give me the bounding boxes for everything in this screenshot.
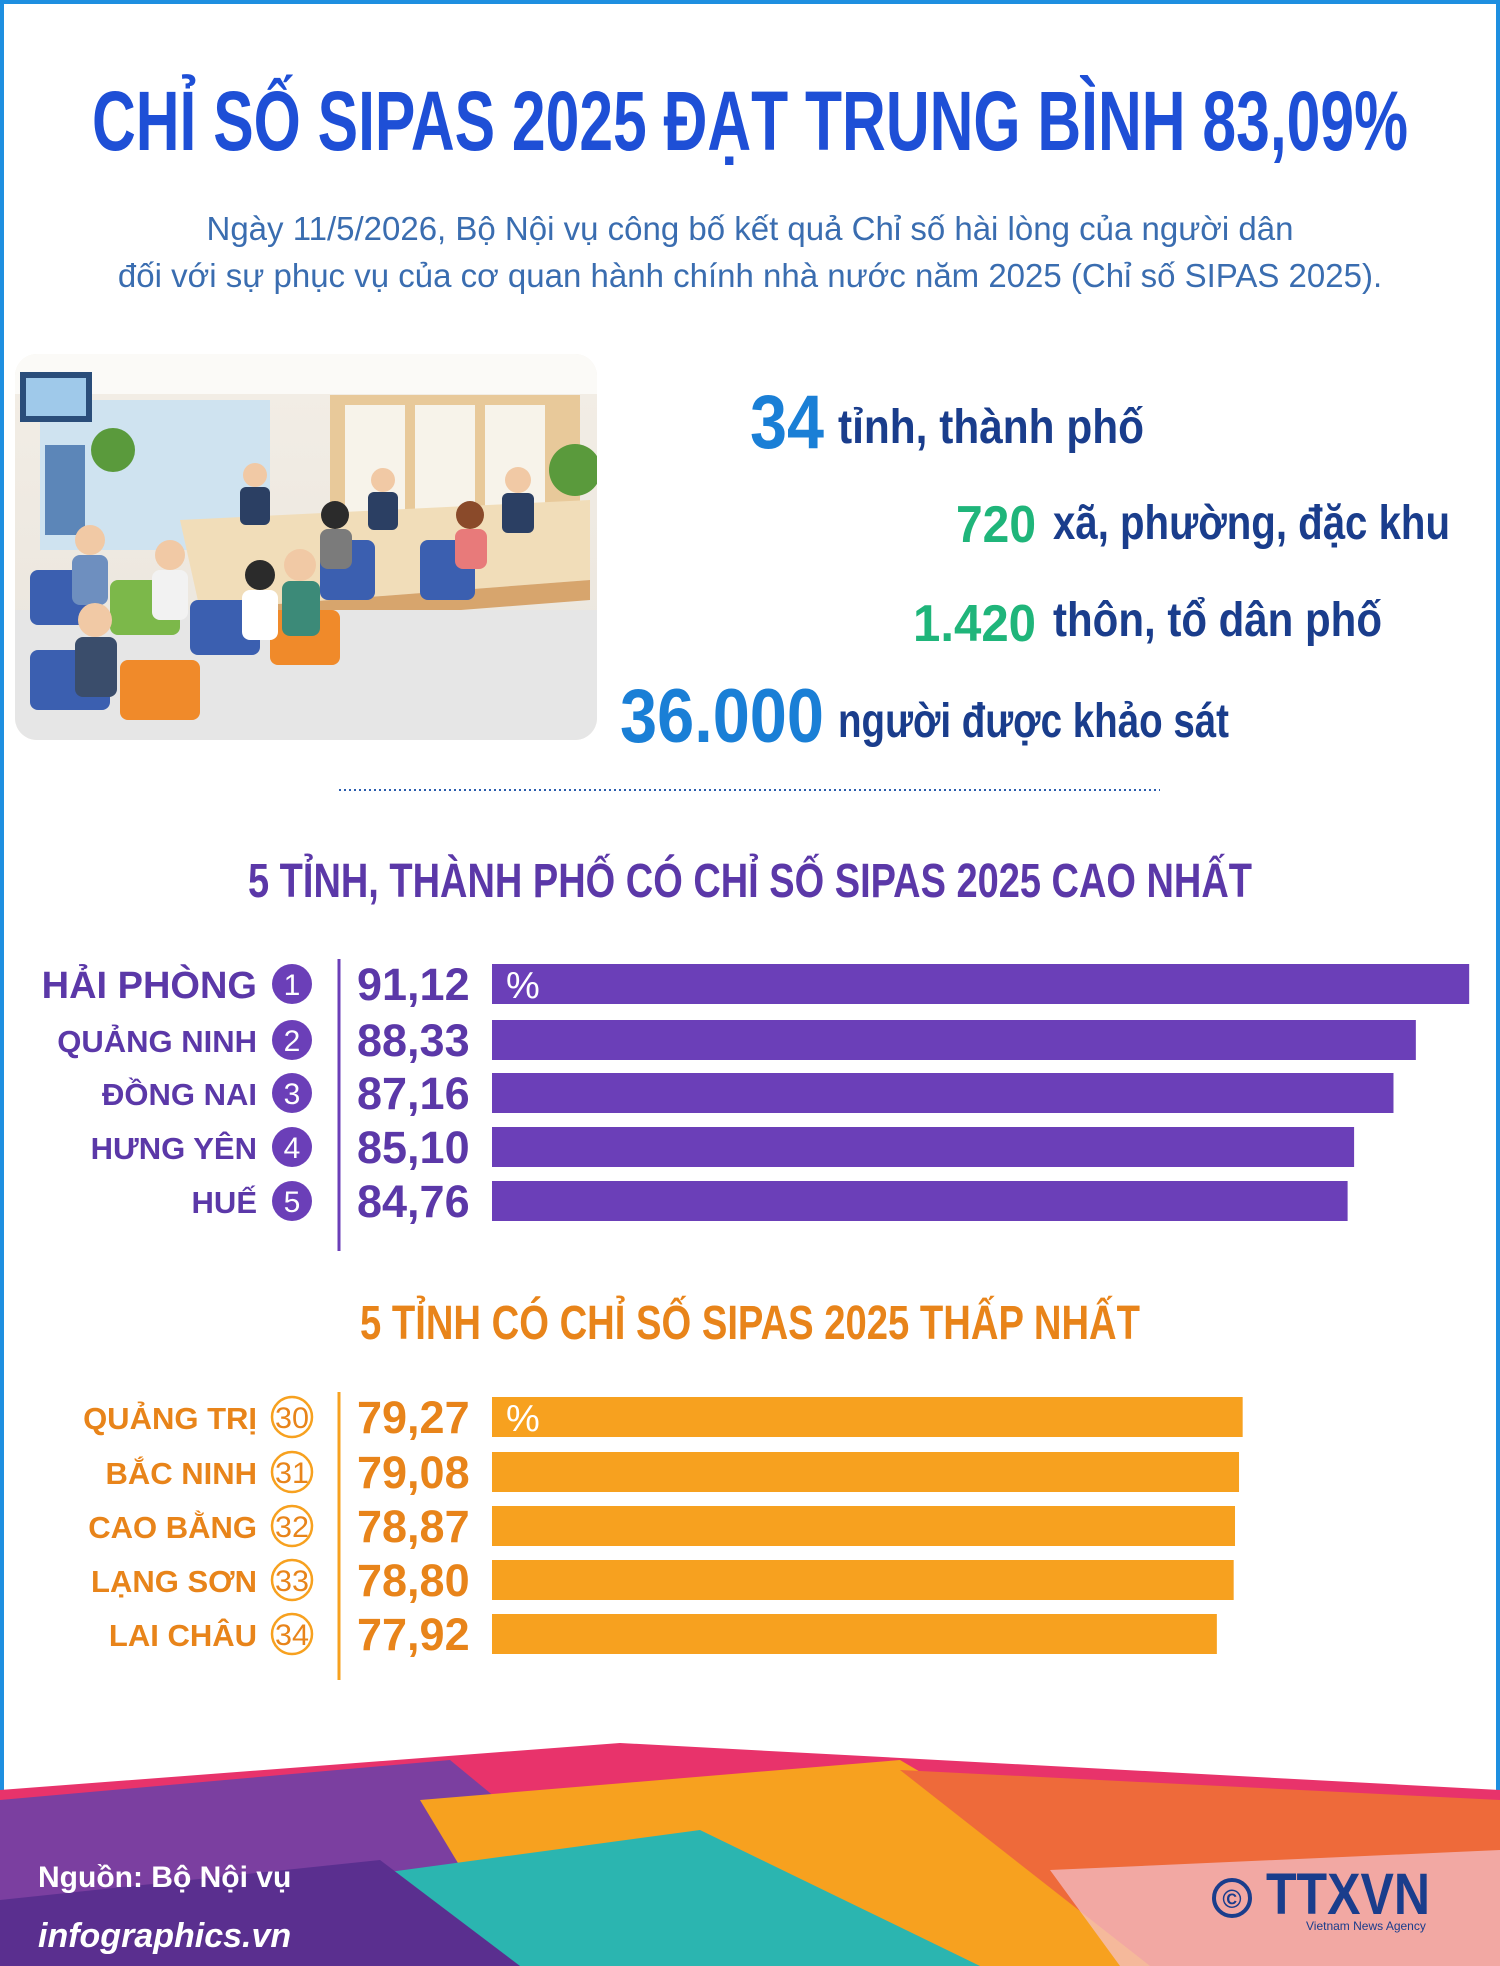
subtitle-line: đối với sự phục vụ của cơ quan hành chín… — [118, 257, 1382, 294]
rank-badge — [270, 1612, 314, 1656]
stat-number: 36.000 — [620, 674, 824, 759]
stat-label: thôn, tổ dân phố — [1053, 594, 1382, 647]
chart-title: 5 TỈNH CÓ CHỈ SỐ SIPAS 2025 THẤP NHẤT — [360, 1295, 1140, 1350]
website: infographics.vn — [38, 1917, 291, 1955]
rank-badge — [272, 964, 312, 1004]
bar — [492, 964, 1470, 1004]
value-label: 78,87 — [357, 1501, 470, 1552]
stat-label: xã, phường, đặc khu — [1053, 497, 1450, 550]
category-label: LẠNG SƠN — [91, 1564, 257, 1599]
rank-label: 33 — [275, 1565, 309, 1598]
rank-badge — [272, 1073, 312, 1113]
rank-badge — [272, 1020, 312, 1060]
rank-label: 32 — [275, 1511, 309, 1544]
rank-label: 31 — [275, 1457, 309, 1490]
stat-label: người được khảo sát — [838, 695, 1229, 748]
rank-label: 30 — [275, 1402, 309, 1435]
rank-label: 1 — [284, 969, 301, 1002]
rank-label: 3 — [284, 1078, 301, 1111]
illustration — [15, 354, 597, 740]
category-label: QUẢNG TRỊ — [83, 1401, 257, 1436]
bar — [492, 1020, 1416, 1060]
logo: © TTXVN Vietnam News Agency — [1212, 1862, 1430, 1933]
category-label: QUẢNG NINH — [57, 1024, 257, 1059]
logo-subtitle: Vietnam News Agency — [1306, 1919, 1426, 1933]
rank-badge — [272, 1181, 312, 1221]
stat-number: 720 — [956, 496, 1036, 554]
value-label: 78,80 — [357, 1555, 470, 1606]
category-label: BẮC NINH — [105, 1455, 257, 1491]
value-label: 79,27 — [357, 1392, 470, 1443]
bar — [492, 1506, 1236, 1546]
rank-badge — [270, 1504, 314, 1548]
rank-badge — [270, 1558, 314, 1602]
value-label: 88,33 — [357, 1015, 470, 1066]
logo-text: TTXVN — [1266, 1862, 1430, 1927]
category-label: ĐỒNG NAI — [102, 1076, 257, 1112]
rank-label: 4 — [284, 1132, 301, 1165]
title: CHỈ SỐ SIPAS 2025 ĐẠT TRUNG BÌNH 83,09% — [92, 74, 1408, 168]
bar — [492, 1452, 1240, 1492]
category-label: CAO BẰNG — [88, 1510, 257, 1545]
logo-copyright: © — [1222, 1884, 1241, 1914]
logo-circle — [1212, 1878, 1252, 1918]
category-label: LAI CHÂU — [109, 1617, 257, 1653]
unit-label: % — [506, 965, 540, 1007]
value-label: 85,10 — [357, 1122, 470, 1173]
value-label: 87,16 — [357, 1068, 470, 1119]
stat-label: tỉnh, thành phố — [838, 401, 1144, 454]
bar-chart: 5 TỈNH CÓ CHỈ SỐ SIPAS 2025 THẤP NHẤT QUẢ… — [83, 1295, 1243, 1680]
category-label: HƯNG YÊN — [91, 1130, 257, 1166]
value-label: 79,08 — [357, 1447, 470, 1498]
footer-decoration — [0, 1743, 1500, 1966]
bar — [492, 1614, 1217, 1654]
rank-badge — [272, 1127, 312, 1167]
bar — [492, 1397, 1243, 1437]
rank-label: 34 — [275, 1619, 309, 1652]
stat-number: 1.420 — [913, 595, 1036, 653]
value-label: 77,92 — [357, 1609, 470, 1660]
value-label: 91,12 — [357, 959, 470, 1010]
bar — [492, 1073, 1394, 1113]
category-label: HUẾ — [192, 1185, 257, 1220]
chart-title: 5 TỈNH, THÀNH PHỐ CÓ CHỈ SỐ SIPAS 2025 C… — [248, 853, 1252, 908]
rank-label: 2 — [284, 1025, 301, 1058]
source: Nguồn: Bộ Nội vụ — [38, 1861, 291, 1894]
rank-label: 5 — [284, 1186, 301, 1219]
subtitle-line: Ngày 11/5/2026, Bộ Nội vụ công bố kết qu… — [206, 210, 1293, 247]
value-label: 84,76 — [357, 1176, 470, 1227]
category-label: HẢI PHÒNG — [42, 963, 257, 1007]
bar-chart: 5 TỈNH, THÀNH PHỐ CÓ CHỈ SỐ SIPAS 2025 C… — [42, 853, 1470, 1251]
bar — [492, 1127, 1355, 1167]
stats: 34 tỉnh, thành phố 720 xã, phường, đặc k… — [620, 380, 1450, 759]
bar — [492, 1181, 1348, 1221]
rank-badge — [270, 1395, 314, 1439]
unit-label: % — [506, 1398, 540, 1440]
bar — [492, 1560, 1234, 1600]
stat-number: 34 — [750, 380, 824, 465]
rank-badge — [270, 1450, 314, 1494]
